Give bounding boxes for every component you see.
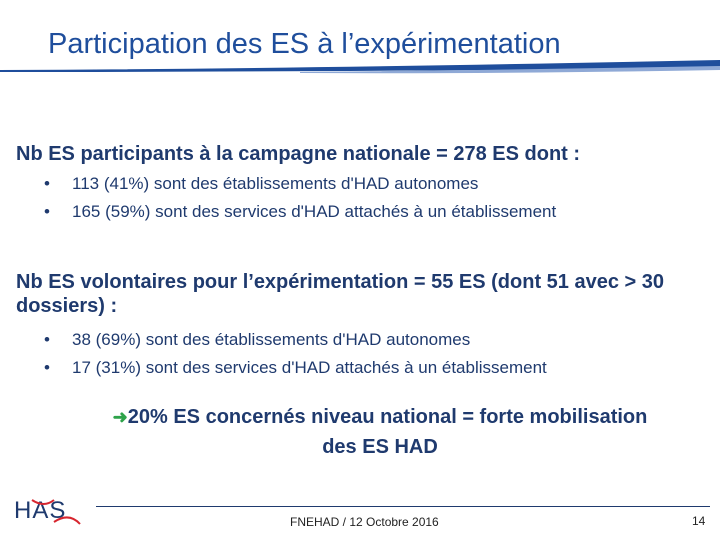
bullet-glyph: • [44, 358, 50, 377]
section1-heading: Nb ES participants à la campagne nationa… [16, 143, 581, 165]
slide-title: Participation des ES à l’expérimentation [48, 28, 561, 60]
footer-divider [96, 506, 710, 507]
list-item: • 17 (31%) sont des services d'HAD attach… [44, 354, 547, 382]
section2-bullet-list: • 38 (69%) sont des établissements d'HAD … [44, 326, 547, 382]
list-item: • 165 (59%) sont des services d'HAD attac… [44, 198, 556, 226]
list-item: • 38 (69%) sont des établissements d'HAD … [44, 326, 547, 354]
bullet-glyph: • [44, 202, 50, 221]
bullet-glyph: • [44, 174, 50, 193]
footer-text: FNEHAD / 12 Octobre 2016 [290, 515, 439, 529]
list-item: • 113 (41%) sont des établissements d'HAD… [44, 170, 556, 198]
section1-bullet-list: • 113 (41%) sont des établissements d'HAD… [44, 170, 556, 226]
conclusion-text: ➜20% ES concernés niveau national = fort… [112, 406, 648, 458]
bullet-glyph: • [44, 330, 50, 349]
section2-heading: Nb ES volontaires pour l’expérimentation… [16, 271, 664, 317]
has-logo: HAS [14, 497, 81, 525]
page-number: 14 [692, 514, 706, 528]
header-swoosh [0, 60, 720, 74]
right-arrow-icon: ➜ [112, 407, 128, 427]
